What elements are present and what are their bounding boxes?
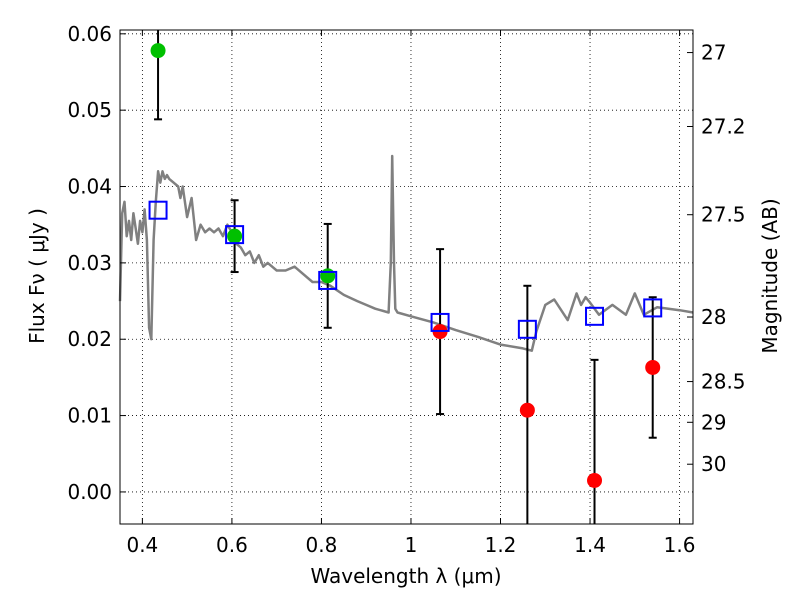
y-tick-label: 0.06 (67, 22, 112, 46)
infrared-point (519, 402, 535, 418)
model-photometry-square (585, 306, 605, 326)
right-tick-label: 27.2 (701, 114, 746, 138)
x-axis-label: Wavelength λ (μm) (310, 564, 501, 588)
right-tick-label: 29 (701, 410, 726, 434)
right-tick-label: 28 (701, 305, 726, 329)
infrared-point (645, 359, 661, 375)
optical-point (227, 228, 243, 244)
right-axis-label: Magnitude (AB) (758, 198, 782, 353)
model-photometry-square (517, 319, 537, 339)
y-tick-label: 0.02 (67, 327, 112, 351)
x-tick-label: 1.4 (574, 533, 606, 557)
right-tick-label: 30 (701, 452, 726, 476)
x-tick-label: 0.6 (216, 533, 248, 557)
grid (120, 30, 693, 524)
model-photometry-square (643, 298, 663, 318)
axis-labels: Wavelength λ (μm) Flux Fν ( μJy ) Magnit… (25, 198, 782, 588)
data-points (148, 43, 663, 488)
x-tick-label: 0.4 (126, 533, 158, 557)
y-tick-label: 0.01 (67, 404, 112, 428)
model-photometry-square (430, 312, 450, 332)
error-bars (154, 30, 657, 524)
x-tick-label: 0.8 (306, 533, 338, 557)
model-photometry-square (318, 270, 338, 290)
y-tick-label: 0.05 (67, 98, 112, 122)
optical-point (150, 43, 166, 59)
axis-ticks: 0.4 0.6 0.8 1 1.2 1.4 1.6 0.00 0.01 0.02 0.03 0.04 0… (67, 22, 745, 557)
right-tick-label: 27 (701, 41, 726, 65)
y-axis-label: Flux Fν ( μJy ) (25, 208, 49, 344)
optical-point (320, 268, 336, 284)
x-tick-label: 1.2 (485, 533, 517, 557)
infrared-point (587, 472, 603, 488)
y-tick-label: 0.04 (67, 175, 112, 199)
model-spectrum-line (118, 154, 694, 352)
model-photometry-square (225, 225, 245, 245)
model-photometry-square (148, 200, 168, 220)
model-spectrum (118, 154, 694, 352)
y-tick-label: 0.03 (67, 251, 112, 275)
right-tick-label: 28.5 (701, 370, 746, 394)
y-tick-label: 0.00 (67, 480, 112, 504)
plot-frame (119, 29, 694, 525)
right-tick-label: 27.5 (701, 203, 746, 227)
x-tick-label: 1 (405, 533, 418, 557)
x-tick-label: 1.6 (664, 533, 696, 557)
